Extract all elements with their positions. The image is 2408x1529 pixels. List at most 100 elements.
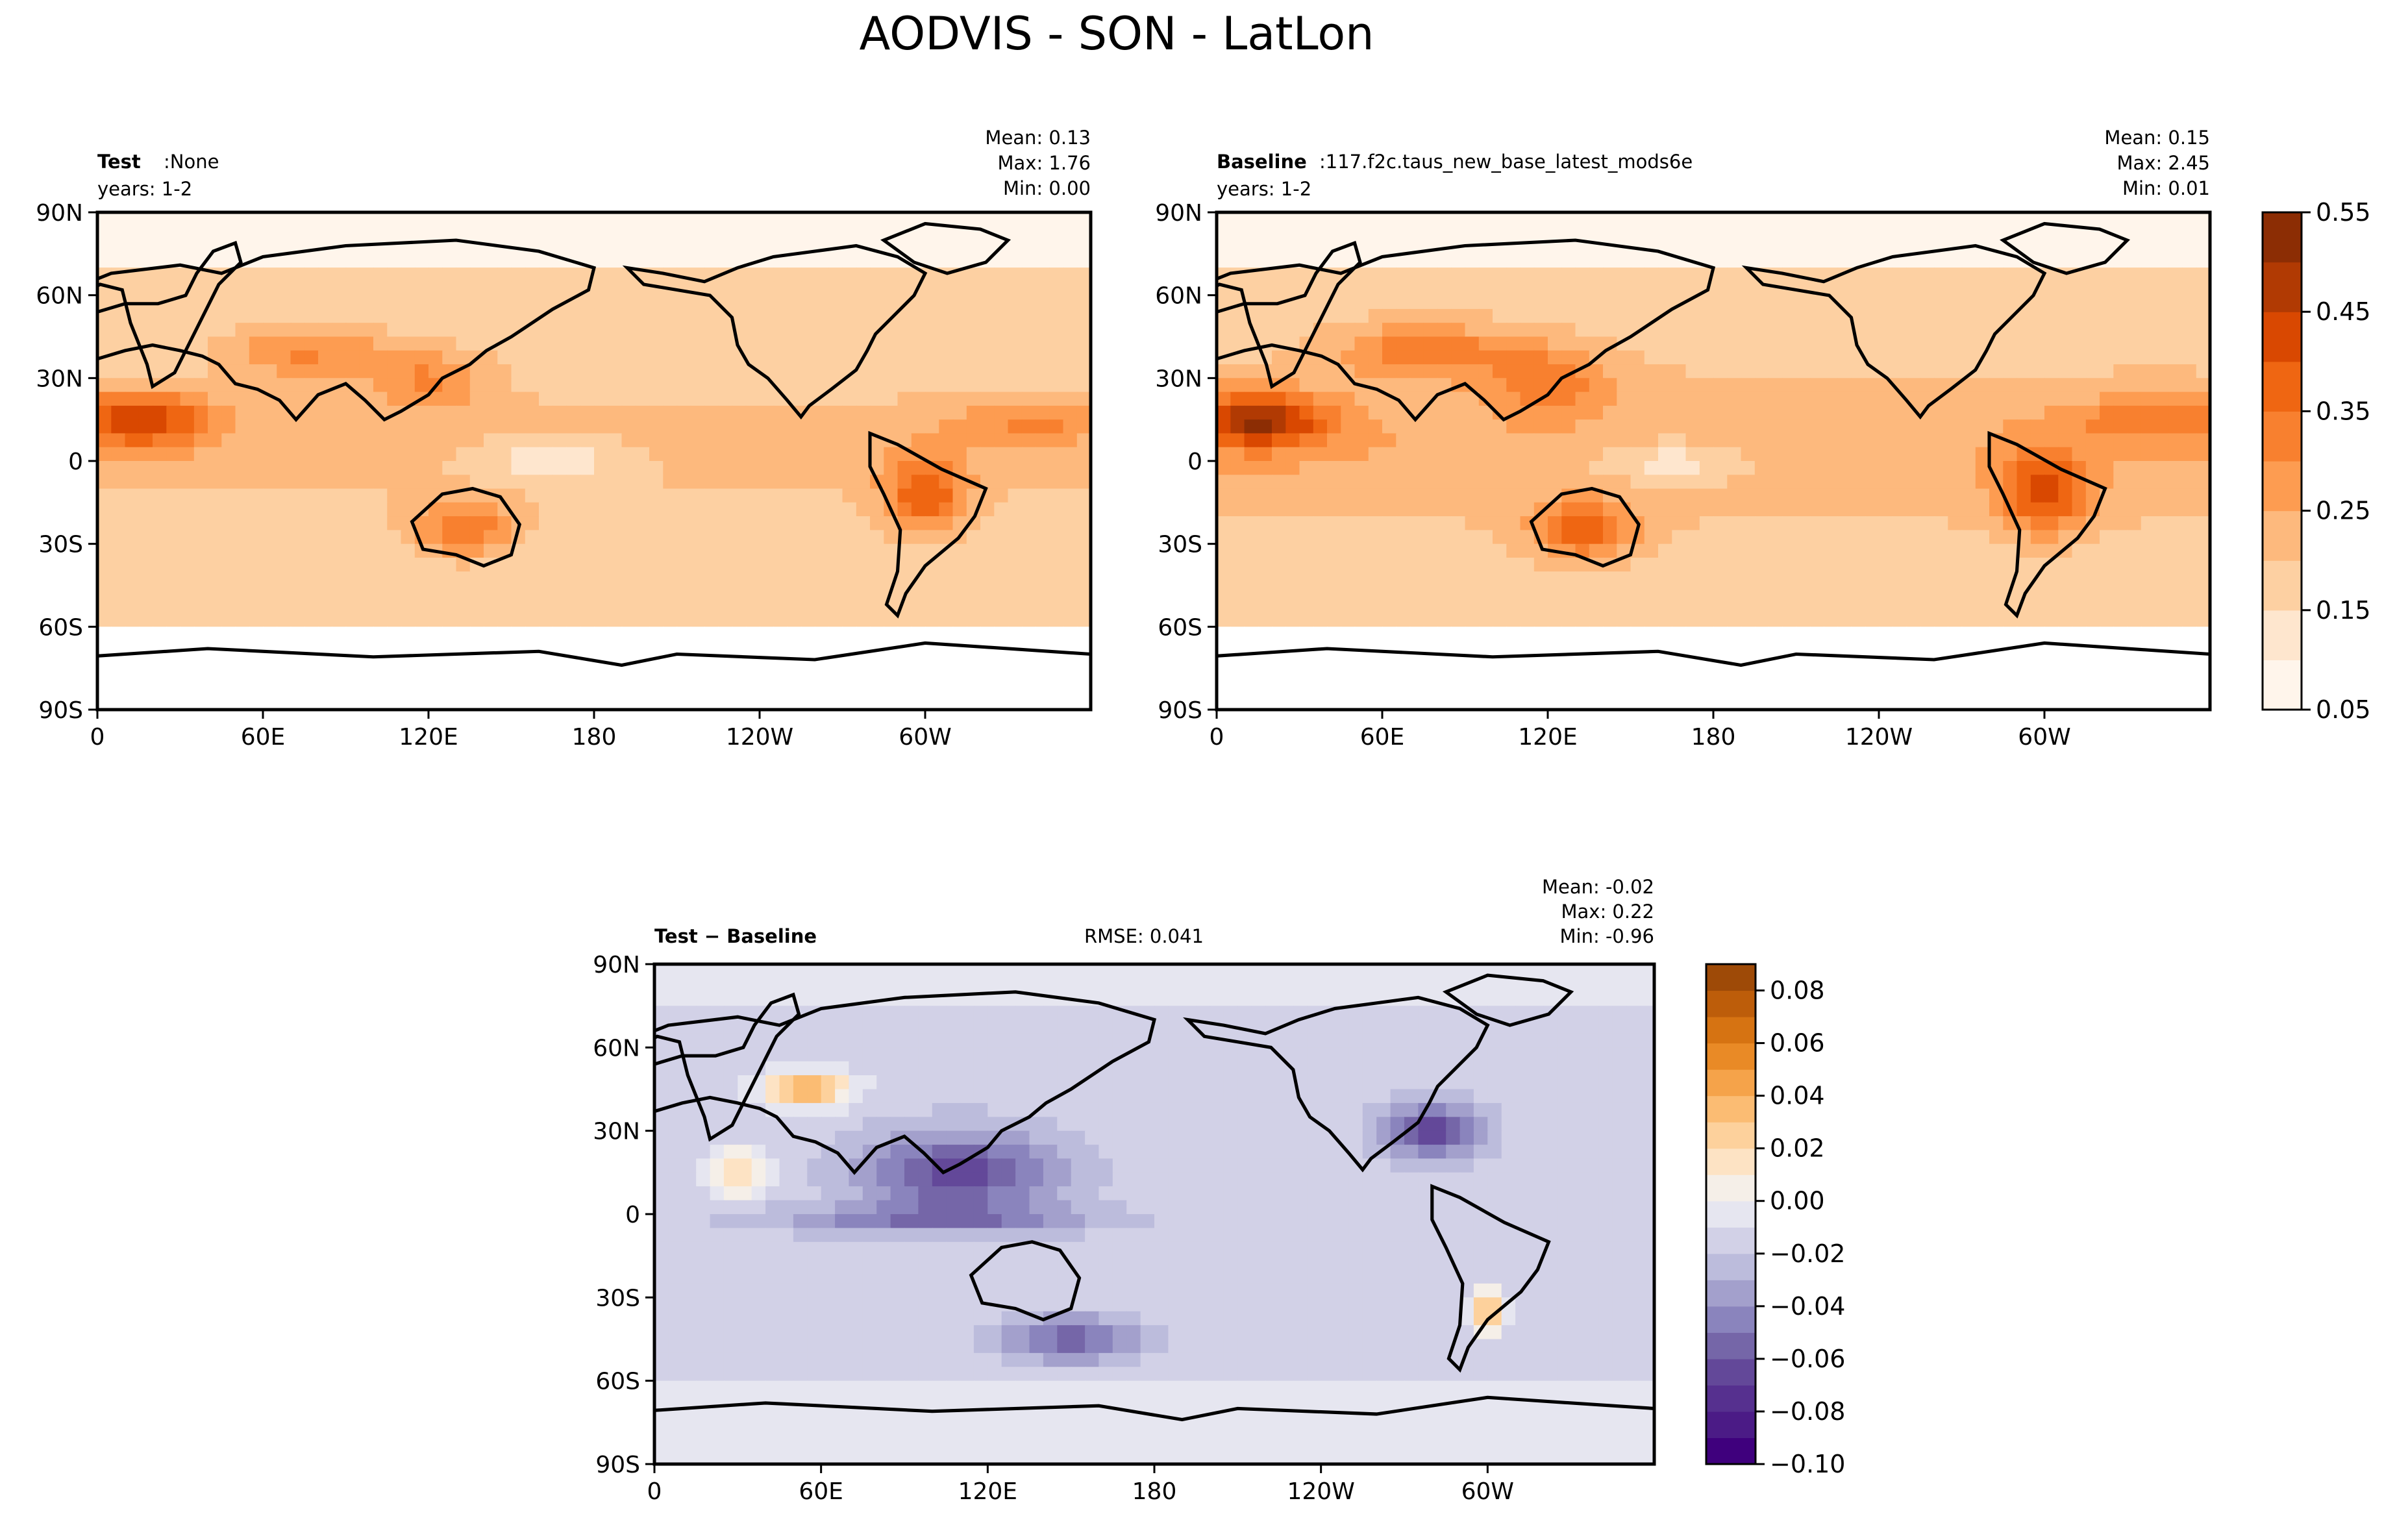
- field-cell: [373, 419, 388, 434]
- field-cell: [1021, 378, 1036, 393]
- field-cell: [1644, 613, 1659, 628]
- field-cell: [1824, 364, 1839, 379]
- field-cell: [745, 295, 760, 310]
- field-cell: [414, 695, 429, 710]
- field-cell: [566, 640, 581, 655]
- field-cell: [290, 543, 305, 558]
- field-cell: [1493, 557, 1508, 572]
- field-cell: [704, 543, 719, 558]
- field-cell: [966, 599, 981, 614]
- field-cell: [1063, 308, 1078, 323]
- field-cell: [304, 267, 319, 282]
- field-cell: [608, 488, 623, 503]
- field-cell: [1230, 253, 1245, 268]
- field-cell: [111, 557, 126, 572]
- field-cell: [856, 654, 871, 669]
- field-cell: [2196, 640, 2210, 655]
- field-cell: [1382, 543, 1397, 558]
- field-cell: [2030, 516, 2045, 531]
- field-cell: [373, 350, 388, 365]
- field-cell: [1961, 226, 1976, 241]
- field-cell: [815, 281, 830, 296]
- field-cell: [332, 488, 347, 503]
- field-cell: [125, 364, 140, 379]
- field-cell: [815, 488, 830, 503]
- field-cell: [1258, 461, 1272, 476]
- field-cell: [1837, 447, 1852, 462]
- field-cell: [911, 543, 926, 558]
- field-cell: [2058, 613, 2073, 628]
- field-cell: [1493, 475, 1508, 490]
- field-cell: [676, 253, 691, 268]
- field-cell: [1396, 654, 1411, 669]
- field-cell: [539, 627, 554, 641]
- field-cell: [1451, 323, 1466, 338]
- field-cell: [2003, 405, 2018, 420]
- field-cell: [1437, 308, 1452, 323]
- field-cell: [1272, 627, 1287, 641]
- field-cell: [676, 695, 691, 710]
- field-cell: [676, 488, 691, 503]
- field-cell: [497, 613, 512, 628]
- field-cell: [1837, 350, 1852, 365]
- field-cell: [525, 461, 540, 476]
- field-cell: [732, 226, 747, 241]
- field-cell: [456, 654, 471, 669]
- field-cell: [1548, 654, 1563, 669]
- field-cell: [1437, 585, 1452, 600]
- field-cell: [511, 433, 526, 448]
- field-cell: [263, 364, 278, 379]
- field-cell: [290, 682, 305, 697]
- field-cell: [580, 488, 595, 503]
- field-cell: [760, 557, 775, 572]
- field-cell: [1437, 654, 1452, 669]
- field-cell: [2127, 295, 2142, 310]
- field-cell: [732, 392, 747, 406]
- field-cell: [1396, 240, 1411, 255]
- field-cell: [208, 253, 223, 268]
- field-cell: [235, 613, 250, 628]
- field-cell: [1672, 543, 1687, 558]
- field-cell: [1299, 392, 1314, 406]
- field-cell: [745, 488, 760, 503]
- field-cell: [1258, 627, 1272, 641]
- field-cell: [332, 419, 347, 434]
- field-cell: [1989, 392, 2004, 406]
- field-cell: [277, 336, 292, 351]
- field-cell: [1533, 350, 1548, 365]
- field-cell: [290, 475, 305, 490]
- field-cell: [1948, 267, 1963, 282]
- field-cell: [842, 323, 857, 338]
- field-cell: [952, 226, 967, 241]
- field-cell: [304, 571, 319, 586]
- field-cell: [1809, 212, 1824, 227]
- field-cell: [1341, 488, 1356, 503]
- field-cell: [1975, 654, 1990, 669]
- field-cell: [608, 571, 623, 586]
- field-cell: [125, 654, 140, 669]
- field-cell: [1575, 240, 1590, 255]
- field-cell: [1879, 475, 1894, 490]
- field-cell: [580, 571, 595, 586]
- field-cell: [1021, 447, 1036, 462]
- field-cell: [1327, 364, 1342, 379]
- field-cell: [1961, 640, 1976, 655]
- field-cell: [138, 695, 153, 710]
- field-cell: [1754, 502, 1769, 517]
- field-cell: [1589, 323, 1604, 338]
- field-cell: [373, 627, 388, 641]
- field-cell: [1824, 226, 1839, 241]
- field-cell: [2113, 585, 2128, 600]
- field-cell: [2168, 405, 2183, 420]
- panel-years: years: 1-2: [1217, 178, 1311, 200]
- field-cell: [1299, 267, 1314, 282]
- field-cell: [277, 295, 292, 310]
- field-cell: [2100, 571, 2115, 586]
- field-cell: [1782, 585, 1797, 600]
- field-cell: [221, 392, 236, 406]
- field-cell: [484, 364, 499, 379]
- field-cell: [994, 461, 1009, 476]
- field-cell: [1934, 640, 1949, 655]
- field-cell: [2127, 240, 2142, 255]
- field-cell: [1036, 557, 1050, 572]
